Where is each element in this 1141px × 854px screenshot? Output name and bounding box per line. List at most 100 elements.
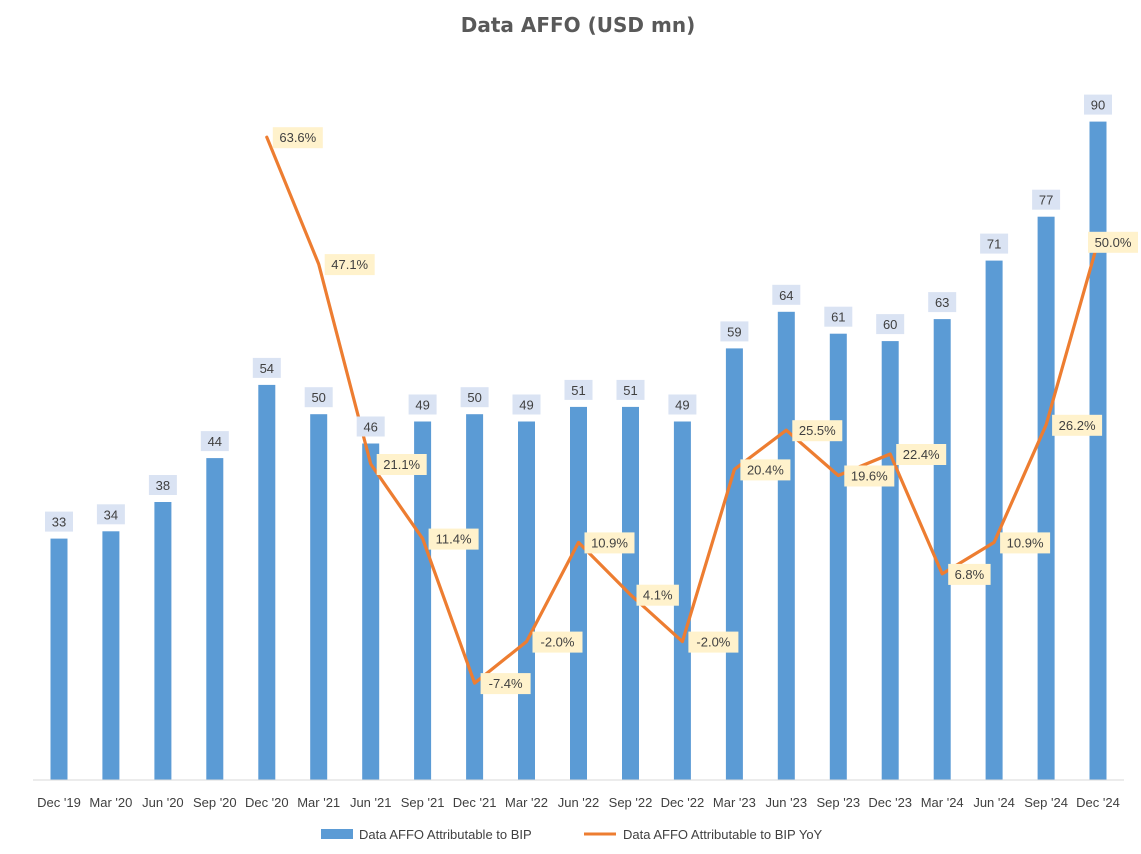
line-label-text: 21.1%	[383, 457, 420, 472]
bar	[362, 443, 380, 780]
line-label-bg	[428, 528, 479, 550]
bar-label-bg	[1084, 94, 1112, 115]
bar-label: 51	[564, 379, 593, 400]
line-label-bg	[376, 454, 427, 475]
x-tick-label: Dec '23	[868, 795, 912, 810]
x-tick-label: Dec '24	[1076, 795, 1120, 810]
x-tick-label: Mar '21	[297, 795, 340, 810]
bar-label: 54	[252, 357, 281, 378]
line-label-bg	[792, 420, 843, 442]
line-label-bg	[272, 127, 323, 149]
bar	[206, 458, 224, 780]
x-tick-label: Dec '20	[245, 795, 289, 810]
x-tick-label: Jun '24	[973, 795, 1015, 810]
bar	[154, 502, 172, 780]
legend-bar-label: Data AFFO Attributable to BIP	[359, 827, 532, 842]
line-label-bg	[636, 584, 679, 606]
bar	[50, 538, 68, 780]
line-label: 63.6%	[272, 127, 323, 149]
x-tick-label: Mar '24	[921, 795, 964, 810]
line-label-bg	[896, 444, 947, 465]
line-label: 21.1%	[376, 454, 427, 475]
bar-label: 49	[512, 394, 541, 415]
bar-label: 64	[772, 284, 801, 305]
x-tick-label: Dec '22	[661, 795, 705, 810]
bar-label: 46	[356, 416, 385, 437]
bar-label-text: 51	[571, 383, 585, 398]
bar-label-bg	[356, 416, 385, 437]
bar-label-text: 64	[779, 288, 793, 303]
bar-label-text: 71	[987, 237, 1001, 252]
line-label: 4.1%	[636, 584, 679, 606]
bar-label: 34	[96, 504, 125, 525]
bar	[1089, 121, 1107, 781]
line-label-text: -2.0%	[541, 635, 575, 650]
x-tick-label: Dec '21	[453, 795, 497, 810]
line-label-text: 19.6%	[851, 469, 888, 484]
bar-label-bg	[824, 306, 853, 327]
x-tick-label: Mar '23	[713, 795, 756, 810]
line-label: 19.6%	[844, 465, 895, 487]
line-label: 22.4%	[896, 444, 947, 465]
bar-label-text: 54	[260, 361, 274, 376]
bar	[258, 384, 276, 780]
bar-data-labels: 33 34 38 44 54 50 46 49 50 49 51 51 49 59 64 61 60 63 71 77…	[45, 94, 1112, 532]
line-label-text: 10.9%	[1007, 535, 1044, 550]
x-tick-label: Mar '20	[89, 795, 132, 810]
bar-label-text: 44	[208, 434, 222, 449]
bar	[570, 406, 587, 780]
legend-line-label: Data AFFO Attributable to BIP YoY	[623, 827, 823, 842]
line-label-text: -7.4%	[489, 676, 523, 691]
bar-label-text: 49	[415, 398, 429, 413]
bar-label-bg	[668, 394, 697, 415]
line-label: 25.5%	[792, 420, 843, 442]
line-label: 6.8%	[948, 563, 991, 585]
x-tick-label: Sep '24	[1024, 795, 1068, 810]
line-label: 11.4%	[428, 528, 479, 550]
bar-label-bg	[616, 379, 645, 400]
line-label-text: 6.8%	[955, 567, 985, 582]
line-label-text: 26.2%	[1059, 418, 1096, 433]
line-label: 50.0%	[1088, 231, 1138, 253]
line-label-bg	[532, 631, 583, 653]
x-tick-label: Sep '21	[401, 795, 445, 810]
bar-label-bg	[720, 321, 749, 342]
bar-label-bg	[564, 379, 593, 400]
line-label-text: 22.4%	[903, 447, 940, 462]
x-tick-label: Mar '22	[505, 795, 548, 810]
x-tick-label: Dec '19	[37, 795, 81, 810]
bar-label-bg	[45, 511, 73, 532]
line-label-text: 11.4%	[436, 532, 472, 547]
line-label: 10.9%	[584, 532, 635, 554]
bar	[310, 414, 328, 780]
line-label: 47.1%	[324, 254, 375, 276]
bar	[829, 333, 847, 780]
x-tick-label: Sep '22	[609, 795, 653, 810]
bar-label: 71	[980, 233, 1009, 254]
line-label-bg	[584, 532, 635, 554]
line-label-bg	[1088, 231, 1138, 253]
legend: Data AFFO Attributable to BIP Data AFFO …	[321, 827, 823, 842]
bar-label: 90	[1084, 94, 1112, 115]
bar-label-text: 50	[467, 390, 481, 405]
bar-label: 50	[304, 387, 333, 408]
line-label-bg	[1000, 532, 1051, 554]
bar-label: 51	[616, 379, 645, 400]
bar	[414, 421, 432, 780]
bar-label-bg	[1032, 189, 1061, 210]
bar	[985, 260, 1003, 781]
bar-label-text: 90	[1091, 98, 1105, 113]
line-label-bg	[1052, 414, 1103, 436]
bar-label-text: 46	[363, 420, 377, 435]
bar-label-text: 34	[104, 507, 118, 522]
bar-label-text: 33	[52, 515, 66, 530]
x-tick-label: Jun '21	[350, 795, 392, 810]
legend-bar-swatch	[321, 829, 353, 839]
bar-label-text: 60	[883, 317, 897, 332]
bar-label: 33	[45, 511, 73, 532]
line-label-text: 20.4%	[747, 462, 784, 477]
bar-label: 49	[408, 394, 437, 415]
bar	[777, 311, 795, 780]
bar-label-text: 61	[831, 310, 845, 325]
